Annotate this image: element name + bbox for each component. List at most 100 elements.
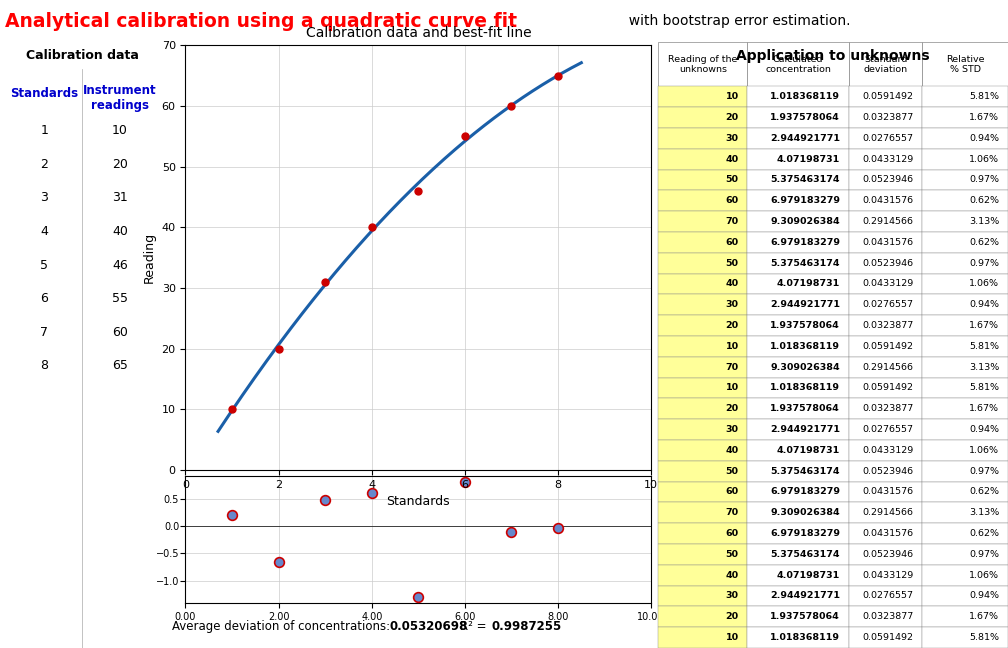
Text: 6: 6 [40,292,48,305]
Text: 65: 65 [112,359,128,372]
Text: 0.97%: 0.97% [970,259,999,268]
Bar [849,149,922,170]
Text: with bootstrap error estimation.: with bootstrap error estimation. [620,14,851,28]
Bar [658,378,747,399]
Bar [922,128,1008,149]
Bar [922,232,1008,253]
Bar [849,565,922,586]
Bar [849,336,922,357]
Text: Analytical calibration using a quadratic curve fit: Analytical calibration using a quadratic… [5,12,517,30]
Bar [658,419,747,440]
Text: Average deviation of concentrations:: Average deviation of concentrations: [172,620,394,634]
Bar [849,419,922,440]
Bar [658,86,747,107]
Text: 5.375463174: 5.375463174 [770,259,840,268]
Bar [922,627,1008,648]
Text: 0.0323877: 0.0323877 [862,612,913,621]
Bar [849,128,922,149]
Text: 1.018368119: 1.018368119 [770,384,840,393]
Text: 2.944921771: 2.944921771 [770,134,840,143]
Text: 0.0433129: 0.0433129 [862,446,913,455]
Text: 0.2914566: 0.2914566 [863,217,913,226]
Text: 1.937578064: 1.937578064 [770,321,840,330]
Bar [658,481,747,502]
Text: 4.07198731: 4.07198731 [777,279,840,288]
Bar [658,502,747,523]
Bar [849,627,922,648]
Text: 6.979183279: 6.979183279 [770,196,840,205]
Text: 0.0276557: 0.0276557 [863,134,913,143]
Bar [849,170,922,191]
Bar [747,627,849,648]
Bar [747,86,849,107]
Bar [747,399,849,419]
Bar [747,191,849,211]
Bar [922,211,1008,232]
Text: 10: 10 [112,124,128,137]
Text: 0.05320698: 0.05320698 [389,620,468,634]
Text: 0.0523946: 0.0523946 [863,467,913,476]
Text: 3: 3 [40,191,48,204]
Bar [658,440,747,461]
Text: 55: 55 [112,292,128,305]
Bar [849,440,922,461]
Text: 31: 31 [112,191,128,204]
Bar [849,253,922,273]
Bar [658,586,747,607]
Bar [849,461,922,481]
Text: Application to unknowns: Application to unknowns [736,49,930,63]
Text: 1.937578064: 1.937578064 [770,404,840,413]
Text: 50: 50 [726,176,739,185]
Bar [747,273,849,294]
Text: 0.97%: 0.97% [970,467,999,476]
Text: 1.06%: 1.06% [970,155,999,164]
Bar [849,211,922,232]
Text: 1.06%: 1.06% [970,571,999,580]
Text: 20: 20 [726,113,739,122]
Bar [922,336,1008,357]
Text: Calibration data: Calibration data [26,49,138,62]
Text: 50: 50 [726,467,739,476]
Text: 0.0433129: 0.0433129 [862,155,913,164]
Text: 60: 60 [726,529,739,538]
X-axis label: Standards: Standards [386,495,451,508]
Text: 1: 1 [40,124,48,137]
Bar [849,544,922,565]
Text: 60: 60 [112,326,128,339]
Bar [922,42,1008,86]
Text: 70: 70 [726,363,739,372]
Text: 0.0431576: 0.0431576 [863,196,913,205]
Bar [849,232,922,253]
Bar [922,502,1008,523]
Bar [922,523,1008,544]
Bar [658,294,747,315]
Text: 20: 20 [726,404,739,413]
Text: 5.81%: 5.81% [970,342,999,351]
Text: 9.309026384: 9.309026384 [770,508,840,517]
Text: 4.07198731: 4.07198731 [777,155,840,164]
Text: 3.13%: 3.13% [969,508,999,517]
Text: 6.979183279: 6.979183279 [770,529,840,538]
Bar [849,481,922,502]
Text: 40: 40 [726,446,739,455]
Bar [849,523,922,544]
Text: Standards: Standards [10,87,79,100]
Bar [922,170,1008,191]
Bar [747,565,849,586]
Text: 20: 20 [726,321,739,330]
Text: 30: 30 [726,425,739,434]
Text: 1.018368119: 1.018368119 [770,342,840,351]
Bar [747,544,849,565]
Bar [658,128,747,149]
Bar [658,399,747,419]
Text: 40: 40 [112,225,128,238]
Text: 9.309026384: 9.309026384 [770,217,840,226]
Bar [658,461,747,481]
Bar [658,627,747,648]
Text: 0.0433129: 0.0433129 [862,571,913,580]
Text: 2: 2 [40,158,48,171]
Text: 40: 40 [726,279,739,288]
Bar [922,378,1008,399]
Text: 6.979183279: 6.979183279 [770,238,840,247]
Text: 1.67%: 1.67% [970,612,999,621]
